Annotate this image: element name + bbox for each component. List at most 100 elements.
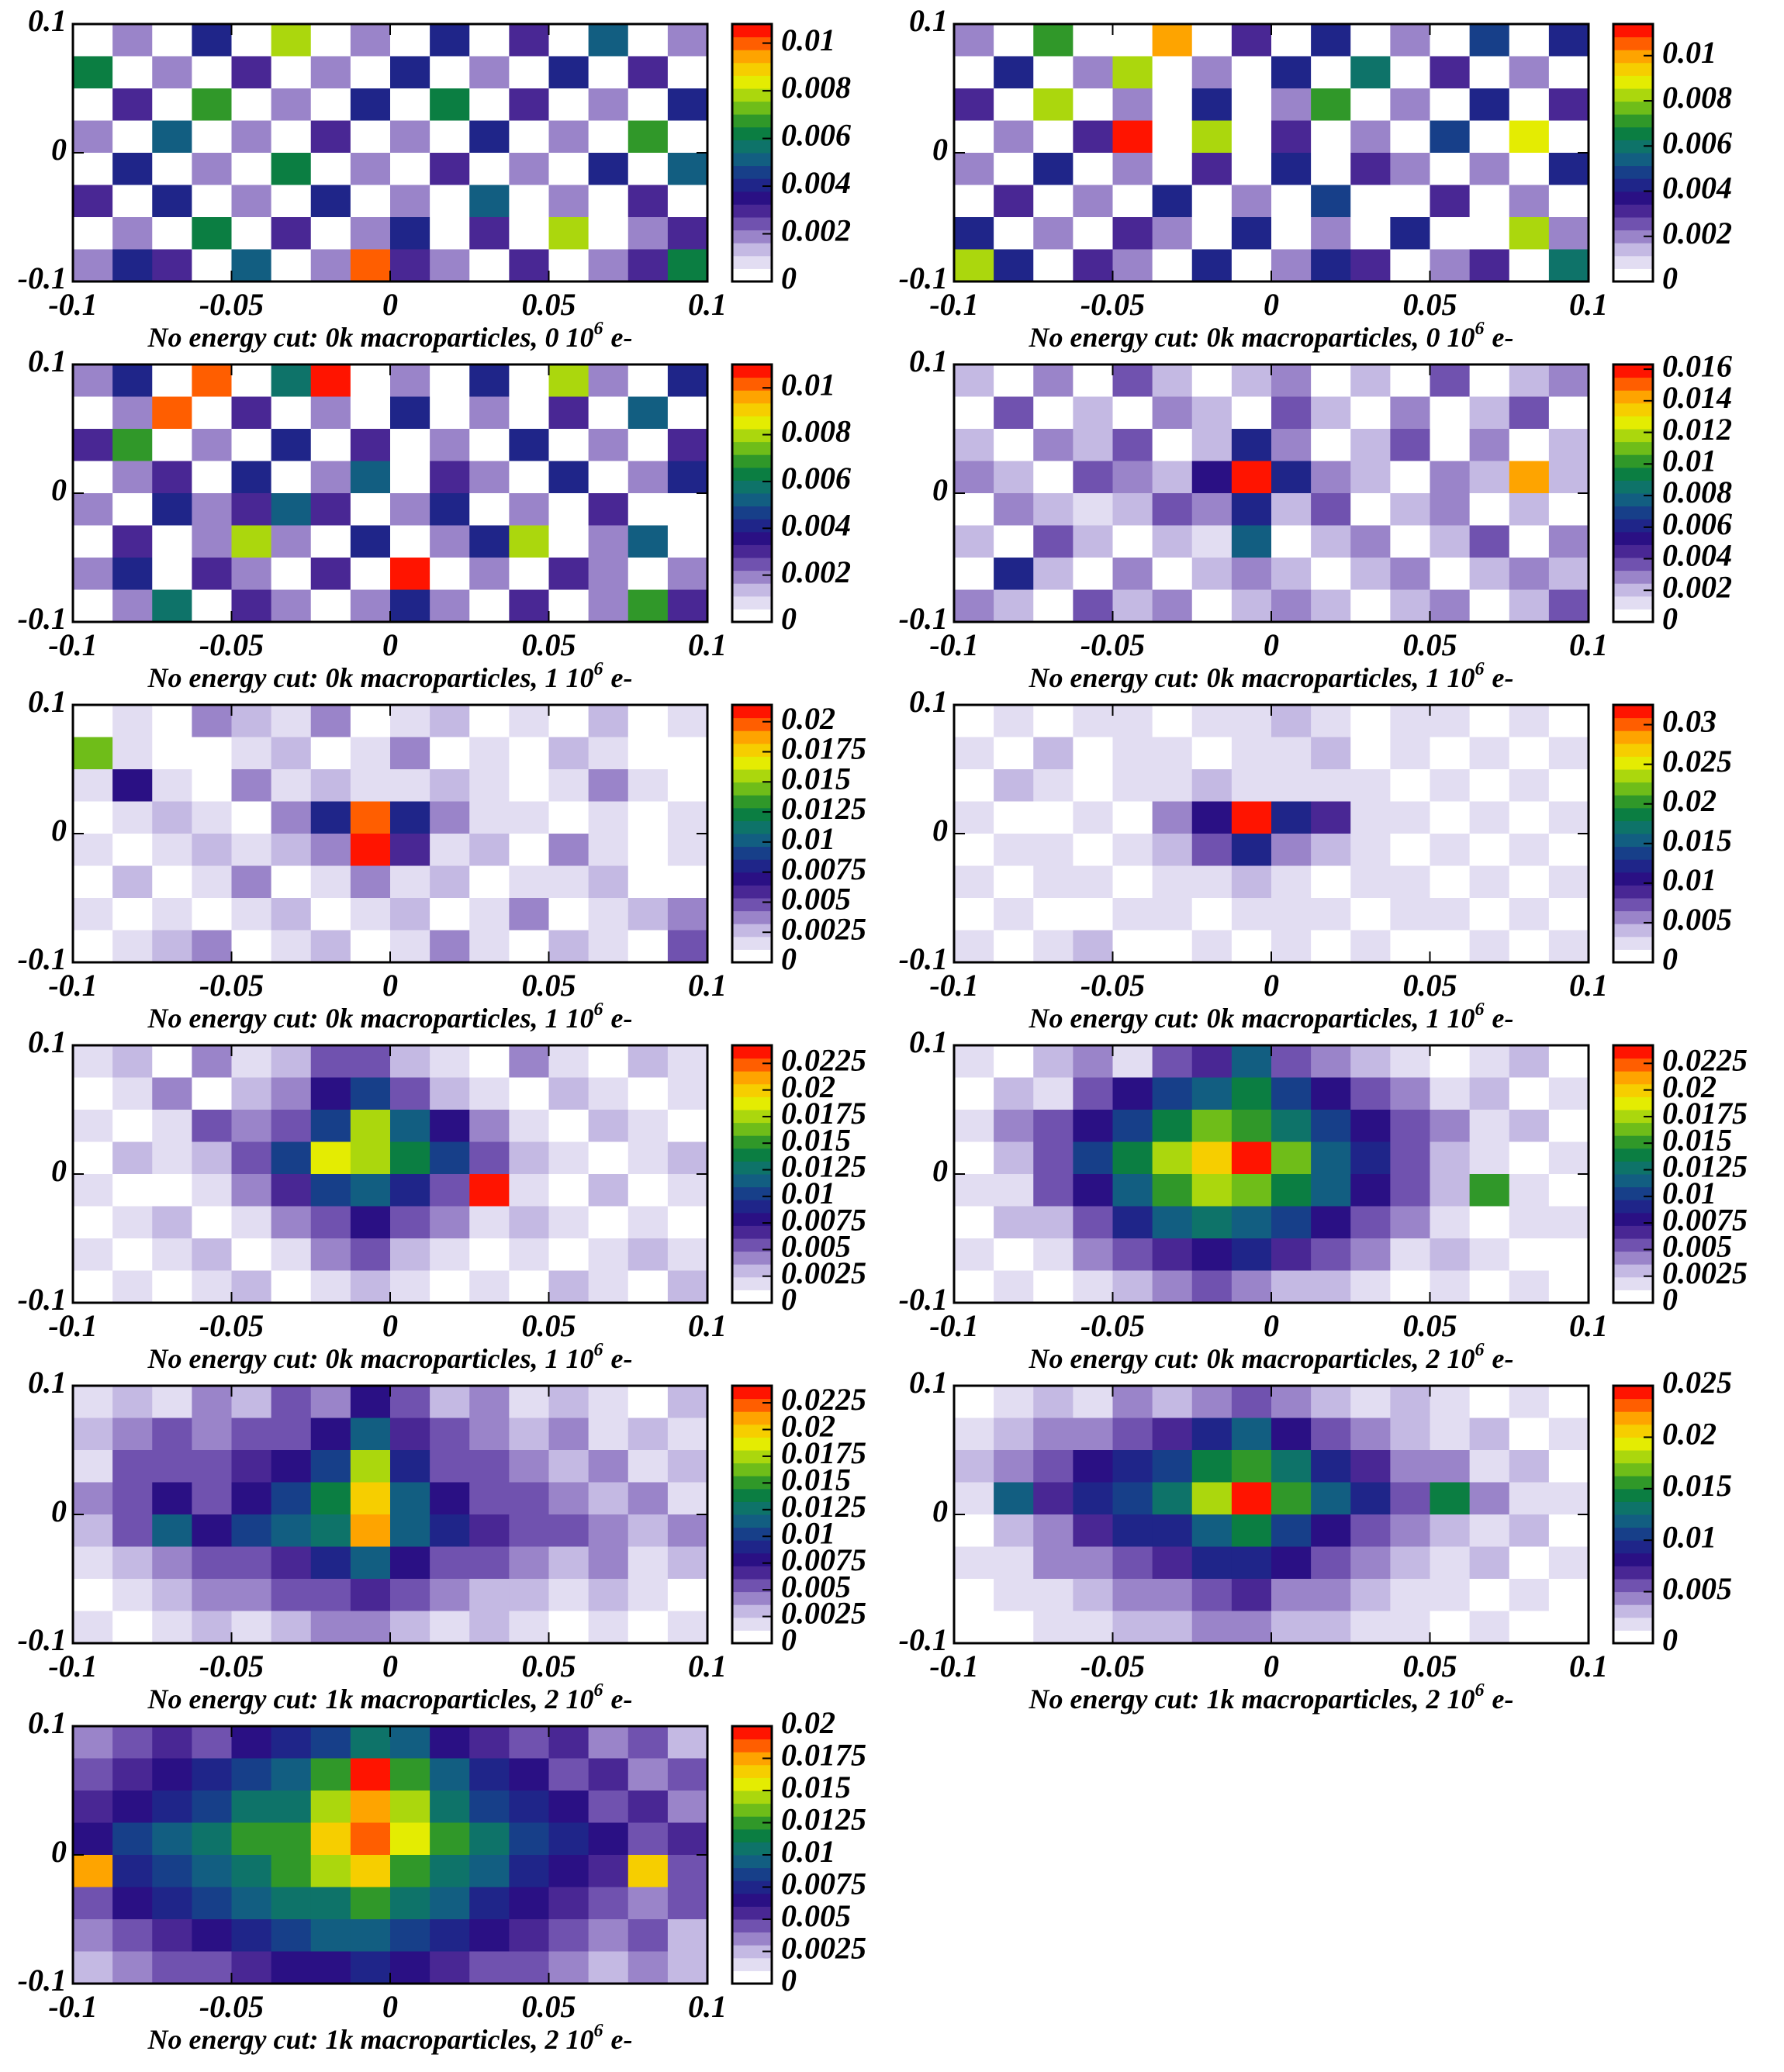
- heat-cell: [112, 185, 153, 218]
- heat-cell: [350, 429, 391, 461]
- heat-cell: [509, 1045, 549, 1078]
- x-tick-label: -0.1: [929, 287, 978, 322]
- heat-cell: [954, 1206, 994, 1239]
- heat-cell: [1152, 1514, 1193, 1547]
- heat-cell: [548, 558, 589, 590]
- colorbar-band: [1613, 36, 1653, 50]
- heat-cell: [1350, 56, 1391, 89]
- heat-cell: [390, 1206, 430, 1239]
- heat-cell: [667, 24, 708, 57]
- colorbar-band: [1613, 1514, 1653, 1528]
- heat-cell: [1509, 364, 1550, 397]
- heat-cell: [1548, 1110, 1589, 1142]
- heat-cell: [350, 525, 391, 558]
- y-tick-label: 0.1: [28, 684, 67, 719]
- heat-cell: [430, 461, 470, 494]
- heat-cell: [1548, 1174, 1589, 1207]
- colorbar-band: [1613, 769, 1653, 783]
- heat-cell: [271, 1887, 312, 1920]
- heat-cell: [231, 705, 272, 737]
- heat-cell: [1231, 834, 1272, 866]
- heat-cell: [1311, 1110, 1351, 1142]
- heat-cell: [112, 834, 153, 866]
- heat-cell: [310, 1270, 351, 1304]
- colorbar-band: [1613, 165, 1653, 179]
- heat-cell: [509, 217, 549, 250]
- heat-cell: [588, 1919, 629, 1952]
- colorbar-label: 0.01: [1662, 1176, 1717, 1210]
- heat-cell: [1430, 185, 1471, 218]
- heat-cell: [1112, 737, 1153, 770]
- y-tick-label: 0.1: [909, 344, 948, 378]
- heat-cell: [1231, 1206, 1272, 1239]
- heat-cell: [1390, 429, 1430, 461]
- colorbar-label: 0.005: [1662, 1229, 1732, 1264]
- heat-cell: [548, 1758, 589, 1791]
- heat-cell: [954, 1611, 994, 1644]
- heat-cell: [667, 56, 708, 89]
- heat-cell: [1073, 120, 1113, 154]
- colorbar-band: [732, 1855, 772, 1869]
- heat-cell: [73, 1270, 113, 1304]
- heat-cell: [1152, 24, 1193, 57]
- heat-cell: [73, 153, 113, 185]
- heat-cell: [350, 56, 391, 89]
- heat-cell: [1509, 898, 1550, 931]
- heat-cell: [1469, 493, 1510, 526]
- heat-cell: [350, 1822, 391, 1856]
- heat-cell: [231, 1206, 272, 1239]
- heat-cell: [1033, 1110, 1074, 1142]
- heat-cell: [588, 1386, 629, 1418]
- heat-cell: [390, 1141, 430, 1175]
- heat-cell: [1350, 705, 1391, 737]
- heat-cell: [509, 185, 549, 218]
- heat-cell: [112, 589, 153, 623]
- colorbar-label: 0.0075: [781, 1542, 866, 1577]
- heat-cell: [430, 24, 470, 57]
- heat-cell: [1152, 1206, 1193, 1239]
- heat-cell: [509, 1270, 549, 1304]
- heat-cell: [152, 1206, 192, 1239]
- heat-cell: [231, 589, 272, 623]
- colorbar-frame: [731, 1384, 773, 1645]
- colorbar-band: [732, 153, 772, 167]
- heat-cell: [310, 56, 351, 89]
- heat-cell: [628, 1726, 669, 1759]
- heat-cell: [152, 1514, 192, 1547]
- heat-cell: [1311, 1579, 1351, 1611]
- heat-cell: [152, 834, 192, 866]
- heat-cell: [271, 1270, 312, 1304]
- colorbar-band: [732, 910, 772, 924]
- heat-cell: [588, 1110, 629, 1142]
- colorbar-band: [1613, 402, 1653, 416]
- heat-cell: [1390, 1077, 1430, 1110]
- heat-cell: [1112, 1611, 1153, 1644]
- caption-tail: e-: [610, 2024, 632, 2055]
- heat-cell: [1509, 24, 1550, 57]
- caption-sup: 6: [593, 1000, 603, 1020]
- x-tick-label: -0.05: [199, 968, 264, 1003]
- heat-cell: [469, 1822, 510, 1856]
- heat-cell: [1152, 429, 1193, 461]
- heat-cell: [430, 1418, 470, 1451]
- heat-cell: [192, 1270, 232, 1304]
- heat-cell: [430, 1077, 470, 1110]
- caption: No energy cut: 0k macroparticles, 1 106 e…: [147, 1000, 633, 1034]
- caption-text: No energy cut: 1k macroparticles, 2 10: [1029, 1684, 1475, 1715]
- colorbar-label: 0.015: [781, 1122, 851, 1157]
- heat-cell: [112, 558, 153, 590]
- colorbar-band: [732, 1386, 772, 1400]
- heat-cell: [1548, 1386, 1589, 1418]
- heat-cell: [231, 801, 272, 834]
- heat-cell: [509, 930, 549, 963]
- heat-cell: [152, 558, 192, 590]
- colorbar-band: [732, 769, 772, 783]
- heat-cell: [509, 88, 549, 121]
- heat-cell: [112, 1386, 153, 1418]
- colorbar-label: 0.008: [1662, 80, 1732, 115]
- heat-cell: [1430, 364, 1471, 397]
- heat-cell: [390, 1791, 430, 1823]
- colorbar-label: 0.006: [1662, 125, 1732, 160]
- heat-cell: [509, 865, 549, 899]
- heat-cell: [350, 120, 391, 154]
